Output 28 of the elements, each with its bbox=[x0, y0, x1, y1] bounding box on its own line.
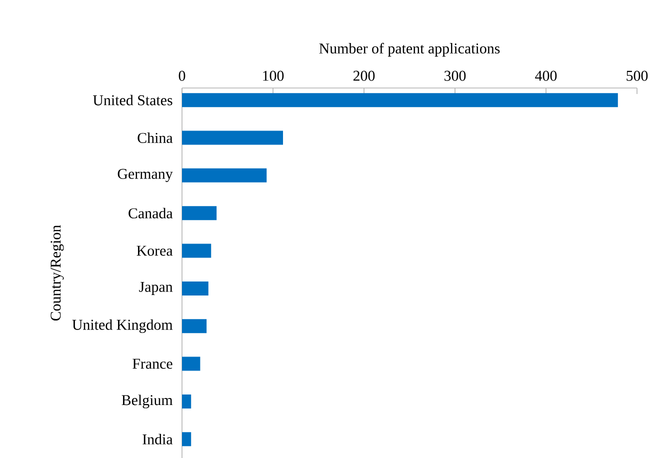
y-axis-title: Country/Region bbox=[50, 225, 64, 321]
y-tick-label: Germany bbox=[118, 168, 173, 182]
x-tick-label: 500 bbox=[626, 70, 648, 81]
y-tick-label: Canada bbox=[128, 208, 173, 218]
y-tick-label: Japan bbox=[139, 282, 173, 295]
y-tick-label: France bbox=[132, 358, 172, 369]
bar bbox=[182, 168, 267, 182]
bar bbox=[182, 432, 192, 446]
x-axis-title: Number of patent applications bbox=[319, 42, 500, 57]
y-tick-label: Korea bbox=[136, 246, 173, 256]
bar bbox=[182, 281, 208, 296]
bar bbox=[182, 93, 618, 108]
x-tick-label: 300 bbox=[444, 70, 466, 81]
x-tick-label: 100 bbox=[263, 70, 284, 81]
y-tick-label: China bbox=[138, 132, 173, 143]
bar bbox=[182, 356, 200, 371]
bar bbox=[182, 244, 212, 258]
x-tick-label: 0 bbox=[178, 70, 186, 81]
bar bbox=[182, 206, 217, 220]
y-tick-label: United States bbox=[93, 94, 172, 106]
bar bbox=[182, 394, 192, 408]
x-tick-label: 400 bbox=[535, 70, 557, 81]
y-tick-label: United Kingdom bbox=[72, 319, 173, 333]
y-tick-label: India bbox=[142, 434, 173, 444]
x-tick-label: 200 bbox=[353, 70, 375, 81]
y-tick-label: Belgium bbox=[122, 394, 173, 408]
bar bbox=[182, 319, 207, 334]
bar bbox=[182, 130, 284, 145]
